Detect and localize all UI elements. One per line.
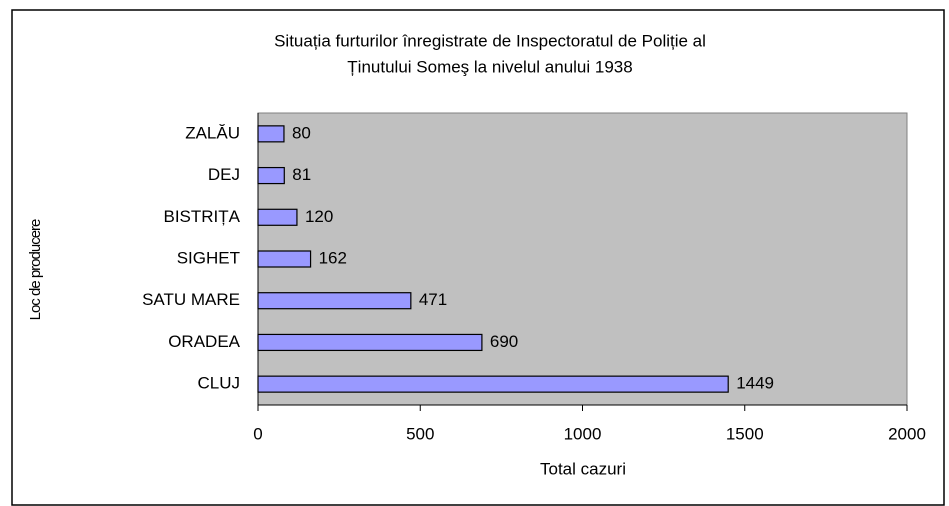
x-tick-label: 1000	[564, 424, 602, 443]
data-label: 81	[292, 165, 311, 184]
chart-title: Situația furturilor înregistrate de Insp…	[274, 31, 706, 50]
bar	[257, 333, 483, 352]
bar	[257, 250, 312, 268]
data-label: 120	[305, 207, 333, 226]
y-tick-label: ORADEA	[168, 332, 240, 351]
x-tick-label: 500	[406, 424, 434, 443]
y-tick-label: SIGHET	[177, 248, 240, 267]
y-tick-label: CLUJ	[197, 374, 240, 393]
bar	[257, 292, 412, 310]
y-tick-label: BISTRIȚA	[163, 207, 240, 226]
x-tick-label: 1500	[726, 424, 764, 443]
bar	[257, 166, 285, 185]
data-label: 471	[419, 290, 447, 309]
x-tick-label: 0	[253, 424, 262, 443]
x-axis-title: Total cazuri	[540, 459, 626, 478]
plot-area	[257, 112, 908, 406]
data-label: 80	[292, 123, 311, 142]
y-tick-label: DEJ	[208, 165, 240, 184]
chart-title: Ținutului Someş la nivelul anului 1938	[347, 57, 632, 76]
bar	[257, 208, 298, 226]
x-tick-label: 2000	[888, 424, 926, 443]
data-label: 1449	[736, 374, 774, 393]
data-label: 162	[319, 248, 347, 267]
bar	[257, 125, 285, 143]
y-tick-label: SATU MARE	[142, 290, 240, 309]
y-axis-title: Loc de producere	[27, 219, 44, 320]
y-tick-label: ZALĂU	[185, 123, 240, 142]
data-label: 690	[490, 332, 518, 351]
bar	[257, 375, 729, 393]
